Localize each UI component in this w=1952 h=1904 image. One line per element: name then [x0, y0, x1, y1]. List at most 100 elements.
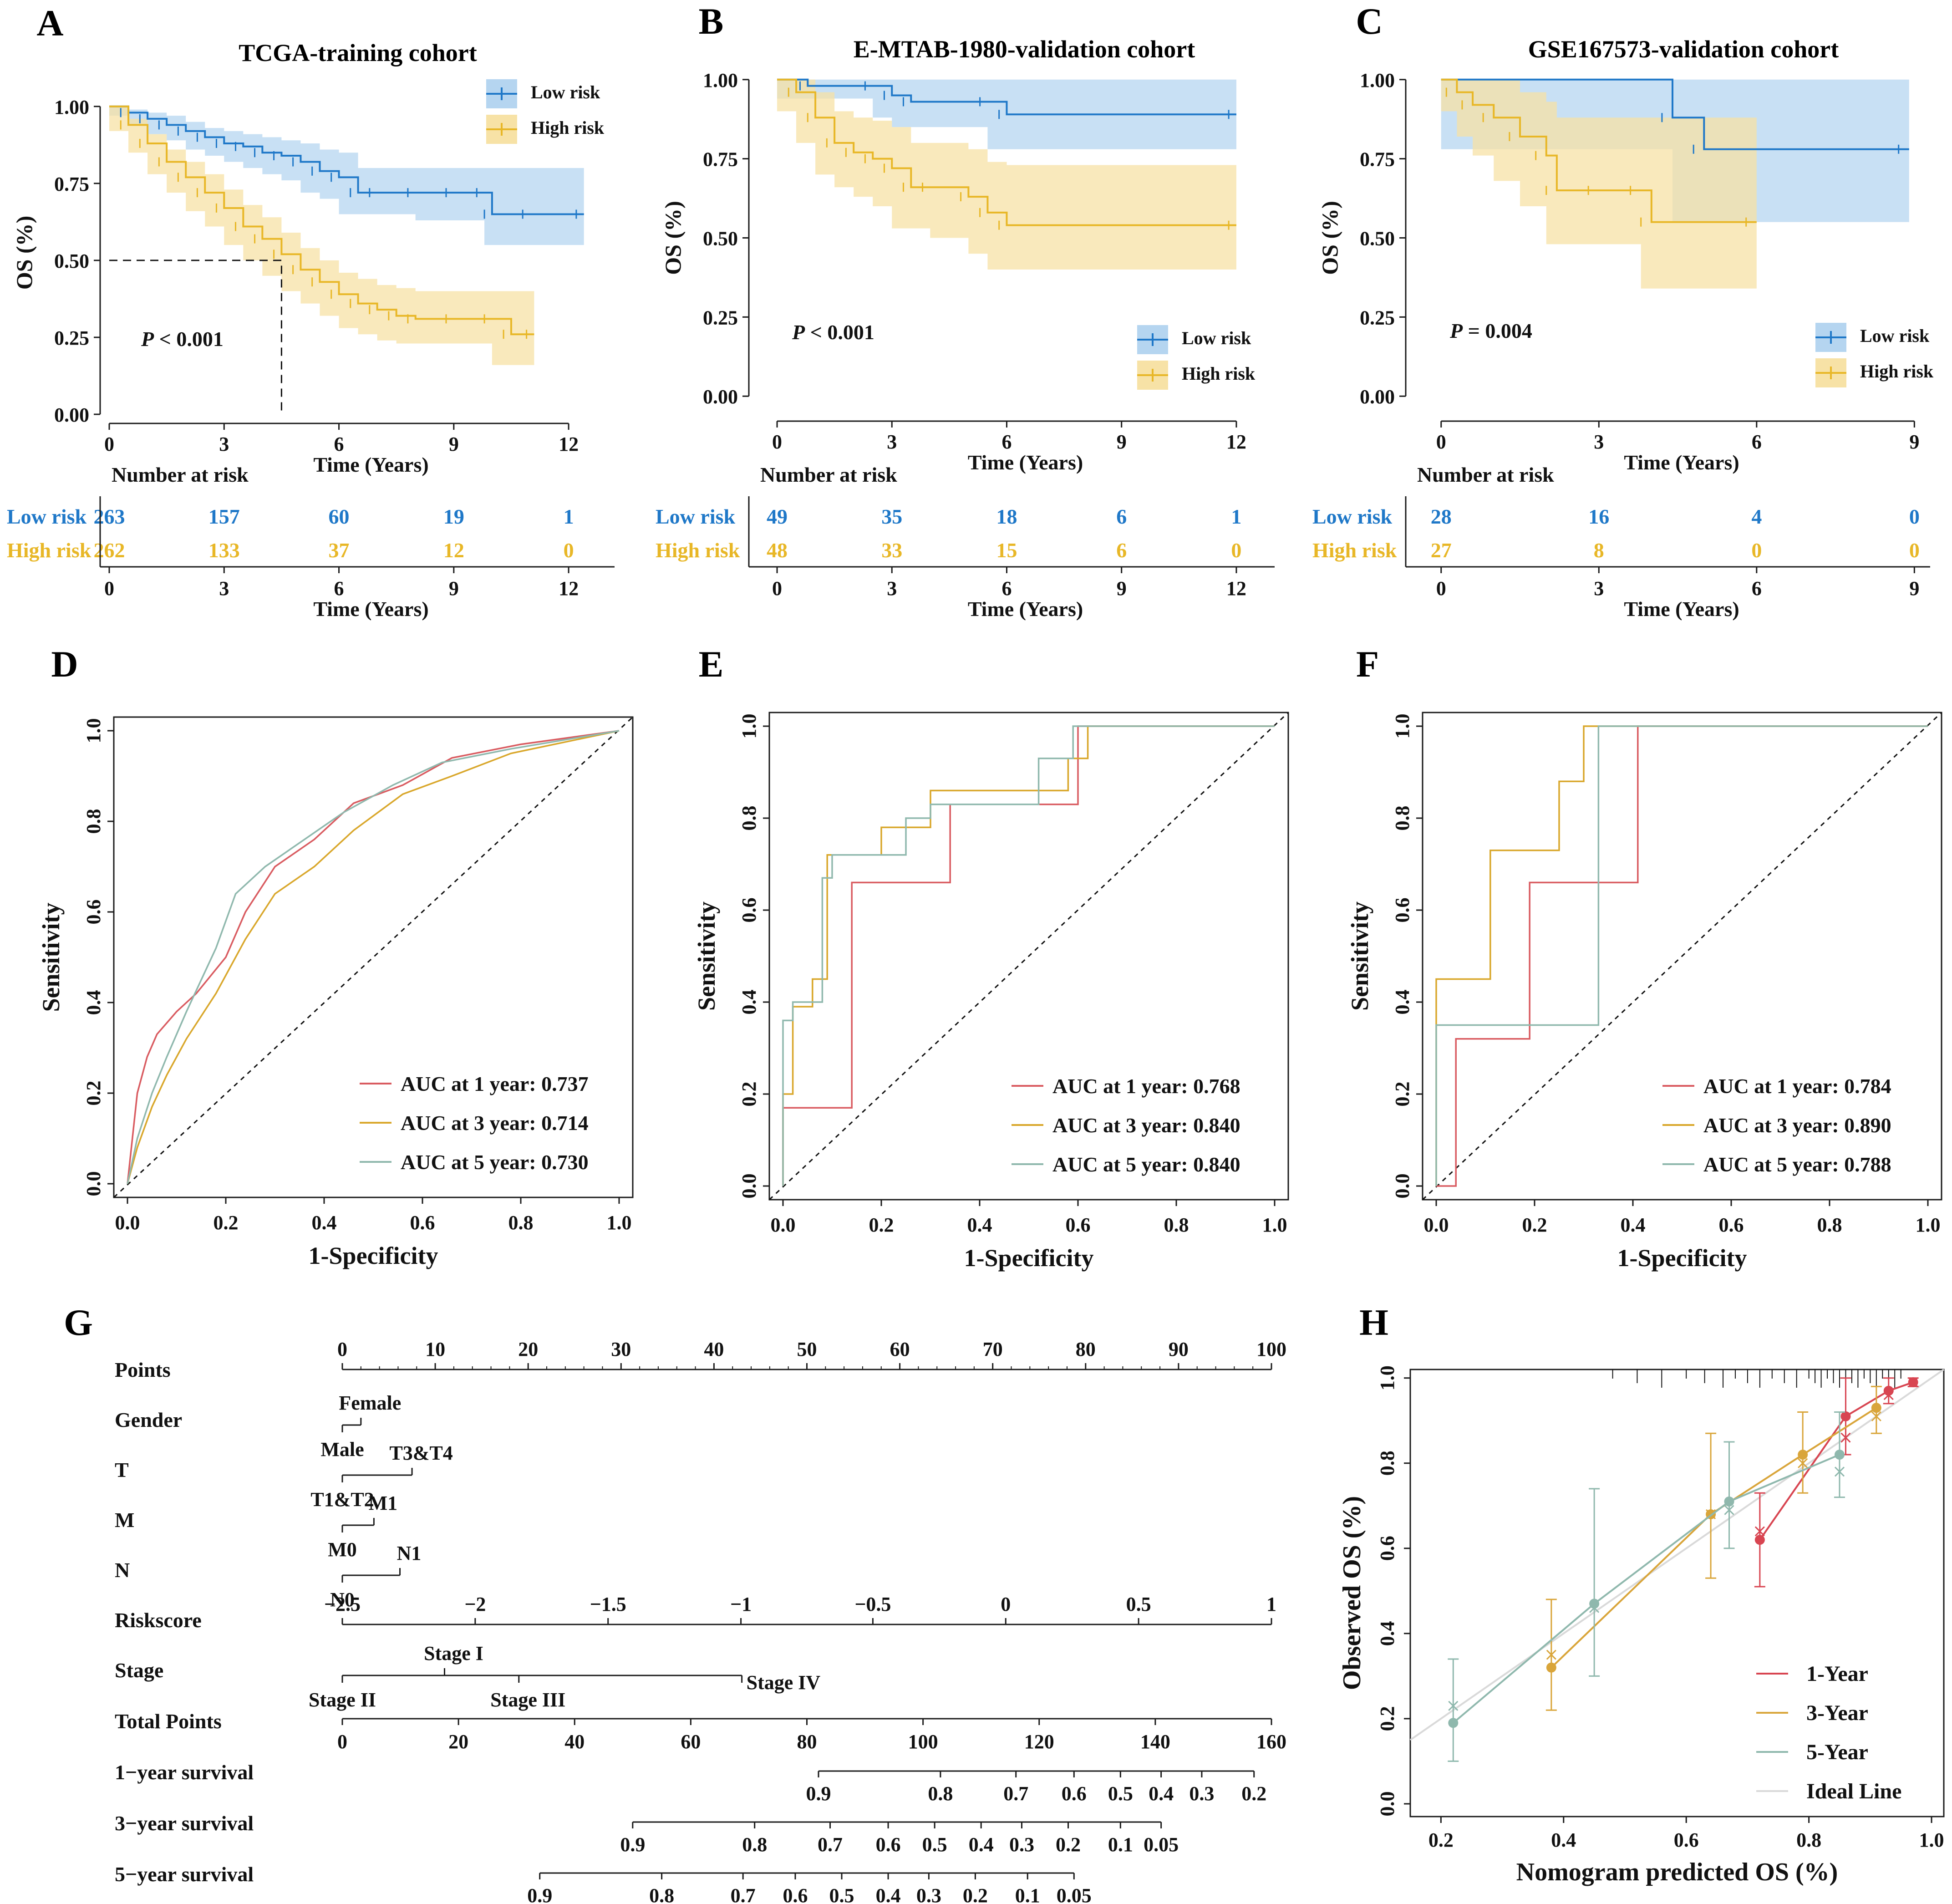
nomogram-level-label: M1	[369, 1492, 398, 1514]
x-tick-label: 12	[1226, 431, 1246, 453]
panel-b-title: E-MTAB-1980-validation cohort	[854, 36, 1195, 63]
nomogram-tick-label: 0.8	[928, 1782, 953, 1805]
risk-x-tick-label: 12	[559, 577, 579, 600]
x-tick-label: 3	[1594, 431, 1604, 453]
y-axis-label: Sensitivity	[693, 901, 720, 1011]
x-tick-label: 1.0	[1919, 1829, 1944, 1851]
bias-corrected-mark	[1908, 1377, 1918, 1388]
nomogram-row-label: M	[115, 1508, 134, 1532]
bias-corrected-mark	[1798, 1458, 1808, 1468]
reference-diagonal	[768, 712, 1289, 1201]
x-tick-label: 3	[219, 433, 229, 455]
x-tick-label: 0.8	[1796, 1829, 1821, 1851]
panel-letter-c: C	[1356, 0, 1383, 42]
legend-label: 3-Year	[1806, 1701, 1868, 1725]
x-axis-label: Time (Years)	[968, 451, 1083, 474]
x-tick-label: 0.0	[115, 1212, 140, 1234]
nomogram-tick-label: 90	[1169, 1338, 1189, 1360]
y-tick-label: 0.2	[738, 1082, 760, 1107]
legend-label: High risk	[531, 117, 605, 138]
panel-letter-g: G	[64, 1302, 93, 1343]
risk-value: 157	[208, 505, 240, 528]
risk-value: 133	[208, 539, 240, 562]
km-curve-low	[109, 105, 584, 215]
x-tick-label: 0.4	[967, 1214, 992, 1236]
x-tick-label: 0	[772, 431, 782, 453]
nomogram-level-label: N1	[397, 1542, 422, 1564]
nomogram-tick-label: 0.3	[1189, 1782, 1214, 1805]
bias-corrected-mark	[1883, 1390, 1894, 1400]
nomogram-tick-label: 0.2	[963, 1884, 988, 1904]
nomogram-tick-label: 0.5	[829, 1884, 854, 1904]
bias-corrected-mark	[1448, 1700, 1459, 1711]
legend-label: Low risk	[531, 82, 600, 102]
risk-table-header: Number at risk	[760, 463, 897, 486]
risk-x-tick-label: 6	[334, 577, 344, 600]
ideal-line	[1409, 1369, 1945, 1741]
x-tick-label: 0.4	[1621, 1214, 1646, 1236]
nomogram-row-label: N	[115, 1558, 130, 1582]
risk-x-tick-label: 3	[887, 577, 897, 600]
nomogram-tick-label: 1	[1266, 1593, 1276, 1615]
x-tick-label: 0	[1436, 431, 1446, 453]
x-tick-label: 0.0	[771, 1214, 796, 1236]
risk-x-tick-label: 9	[1909, 577, 1919, 600]
nomogram-tick-label: −1.5	[590, 1593, 626, 1615]
risk-x-tick-label: 3	[1594, 577, 1604, 600]
nomogram-tick-label: 140	[1140, 1731, 1170, 1753]
legend-label: AUC at 1 year: 0.737	[401, 1072, 589, 1095]
roc-curve-1-year	[782, 725, 1275, 1186]
legend-label: AUC at 1 year: 0.784	[1703, 1074, 1891, 1098]
x-tick-label: 0.6	[1719, 1214, 1744, 1236]
y-tick-label: 0.4	[738, 990, 760, 1015]
nomogram-level-label: Male	[320, 1438, 364, 1461]
x-tick-label: 0	[104, 433, 114, 455]
legend-label: AUC at 1 year: 0.768	[1052, 1074, 1240, 1098]
y-axis-label: Sensitivity	[1346, 901, 1373, 1011]
risk-x-axis-label: Time (Years)	[1624, 597, 1739, 621]
risk-value: 49	[767, 505, 788, 528]
y-tick-label: 1.00	[703, 69, 738, 92]
y-tick-label: 0.2	[1376, 1706, 1398, 1731]
nomogram-row-label: Riskscore	[115, 1609, 202, 1632]
nomogram-tick-label: 0.7	[1003, 1782, 1028, 1805]
nomogram-tick-label: 100	[1256, 1338, 1286, 1360]
nomogram-tick-label: 40	[704, 1338, 724, 1360]
nomogram-row-label: 5−year survival	[115, 1863, 254, 1886]
nomogram-tick-label: 0.2	[1241, 1782, 1266, 1805]
nomogram-tick-label: 0.3	[1009, 1833, 1034, 1856]
x-tick-label: 0.4	[1551, 1829, 1576, 1851]
nomogram-tick-label: 10	[425, 1338, 445, 1360]
km-curve-high	[109, 105, 534, 336]
nomogram-tick-label: 0.6	[876, 1833, 901, 1856]
bias-corrected-mark	[1871, 1411, 1881, 1421]
calibration-point	[1448, 1718, 1459, 1728]
risk-value: 18	[996, 505, 1017, 528]
nomogram-tick-label: 0.1	[1015, 1884, 1040, 1904]
nomogram-level-label: Stage I	[424, 1642, 483, 1665]
nomogram-tick-label: 80	[797, 1731, 817, 1753]
bias-corrected-mark	[1589, 1603, 1600, 1613]
nomogram-tick-label: 20	[518, 1338, 538, 1360]
nomogram-tick-label: 120	[1024, 1731, 1054, 1753]
y-tick-label: 0.50	[703, 228, 738, 250]
km-curve-low	[777, 78, 1236, 116]
x-tick-label: 6	[334, 433, 344, 455]
x-tick-label: 0.2	[1522, 1214, 1547, 1236]
y-tick-label: 0.75	[1360, 148, 1395, 171]
risk-value: 48	[767, 539, 788, 562]
nomogram-tick-label: 0.3	[916, 1884, 941, 1904]
legend-label: High risk	[1860, 361, 1934, 382]
nomogram-tick-label: 0.7	[818, 1833, 843, 1856]
legend-label: AUC at 3 year: 0.840	[1052, 1114, 1240, 1137]
x-tick-label: 6	[1001, 431, 1012, 453]
nomogram-row-label: Points	[115, 1358, 171, 1381]
risk-x-tick-label: 9	[449, 577, 459, 600]
x-tick-label: 1.0	[1916, 1214, 1941, 1236]
x-tick-label: 1.0	[607, 1212, 632, 1234]
p-value: P < 0.001	[792, 321, 874, 344]
roc-plot-e: 0.0 0.0 0.2 0.2 0.4 0.4 0.6 0.6 0.8 0.8 1.0 1.0 1-Sp…	[693, 712, 1289, 1272]
panel-letter-a: A	[36, 2, 63, 44]
y-tick-label: 0.8	[1376, 1451, 1398, 1476]
